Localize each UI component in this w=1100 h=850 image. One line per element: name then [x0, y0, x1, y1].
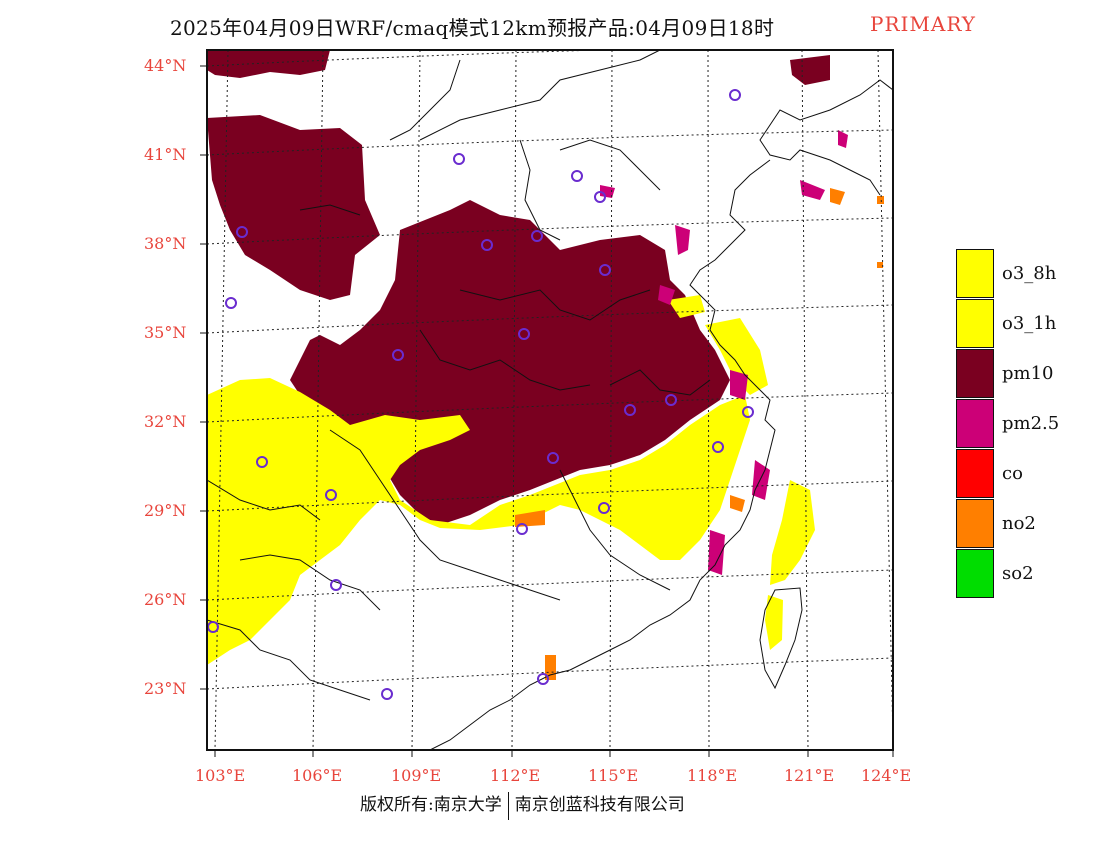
footer-separator	[507, 791, 509, 820]
lat-label-29: 29°N	[144, 501, 187, 520]
lon-label-118: 118°E	[687, 766, 738, 785]
legend-label: pm10	[1002, 363, 1054, 384]
copyright-footer: 版权所有:南京大学 南京创蓝科技有限公司	[360, 790, 685, 820]
legend-swatch	[956, 349, 994, 398]
pm10-region	[207, 50, 830, 525]
copyright-right: 南京创蓝科技有限公司	[514, 795, 685, 815]
map-frame	[206, 49, 894, 751]
lon-label-124: 124°E	[861, 766, 912, 785]
o3-region	[207, 295, 815, 665]
lon-label-106: 106°E	[292, 766, 343, 785]
lat-label-32: 32°N	[144, 412, 187, 431]
boundaries	[207, 50, 893, 750]
legend-swatch	[956, 499, 994, 548]
graticule	[207, 50, 893, 750]
legend-item-pm25: pm2.5	[956, 399, 1076, 449]
legend-swatch	[956, 399, 994, 448]
lon-label-109: 109°E	[391, 766, 442, 785]
legend-item-o3-8h: o3_8h	[956, 249, 1076, 299]
city-markers	[207, 89, 754, 700]
lat-label-23: 23°N	[144, 679, 187, 698]
pollutant-legend: o3_8h o3_1h pm10 pm2.5 co no2 so2	[956, 249, 1076, 599]
title-row: 2025年04月09日WRF/cmaq模式12km预报产品:04月09日18时 …	[0, 12, 1100, 42]
legend-label: co	[1002, 463, 1023, 484]
legend-item-pm10: pm10	[956, 349, 1076, 399]
legend-swatch	[956, 249, 994, 298]
copyright-left: 版权所有:南京大学	[360, 795, 502, 815]
legend-label: pm2.5	[1002, 413, 1060, 434]
lat-label-35: 35°N	[144, 323, 187, 342]
legend-label: o3_1h	[1002, 313, 1057, 334]
primary-tag: PRIMARY	[870, 12, 976, 36]
legend-swatch	[956, 299, 994, 348]
legend-item-so2: so2	[956, 549, 1076, 599]
lat-label-41: 41°N	[144, 145, 187, 164]
lon-label-121: 121°E	[784, 766, 835, 785]
legend-item-no2: no2	[956, 499, 1076, 549]
legend-label: so2	[1002, 563, 1034, 584]
lon-label-115: 115°E	[588, 766, 639, 785]
legend-label: no2	[1002, 513, 1036, 534]
legend-label: o3_8h	[1002, 263, 1057, 284]
tick-marks	[200, 65, 894, 757]
lon-label-103: 103°E	[195, 766, 246, 785]
lat-label-26: 26°N	[144, 590, 187, 609]
map-title: 2025年04月09日WRF/cmaq模式12km预报产品:04月09日18时	[170, 16, 775, 40]
lat-label-38: 38°N	[144, 234, 187, 253]
legend-item-o3-1h: o3_1h	[956, 299, 1076, 349]
legend-swatch	[956, 549, 994, 598]
lon-label-112: 112°E	[490, 766, 541, 785]
legend-swatch	[956, 449, 994, 498]
legend-item-co: co	[956, 449, 1076, 499]
lat-label-44: 44°N	[144, 56, 187, 75]
